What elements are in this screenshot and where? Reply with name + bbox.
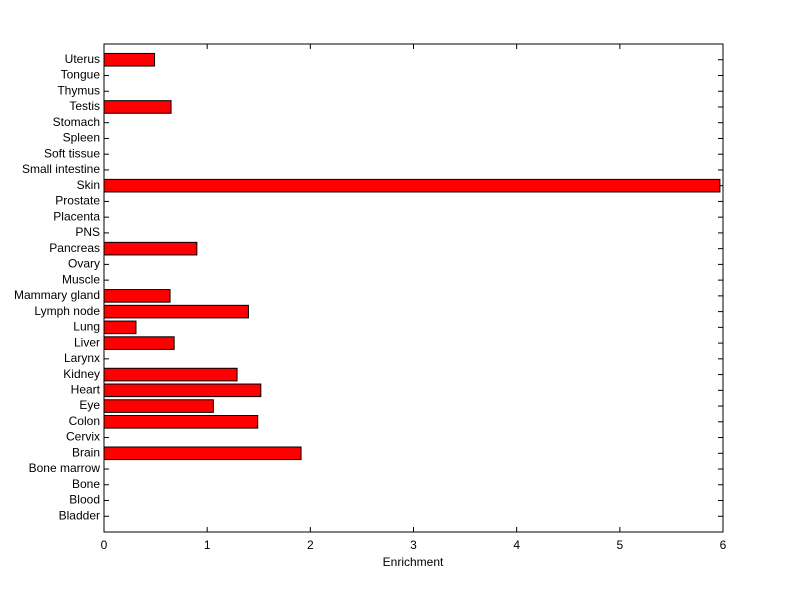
bar [103, 415, 259, 429]
y-tick-label: Thymus [57, 83, 100, 97]
y-tick-label: Pancreas [49, 241, 100, 255]
x-axis-label: Enrichment [383, 555, 444, 569]
y-tick-label: Heart [71, 382, 101, 396]
y-tick-label: Brain [72, 445, 100, 459]
x-tick-label: 4 [513, 538, 520, 552]
y-tick-label: Ovary [68, 257, 100, 271]
bar [103, 367, 238, 382]
x-tick-label: 3 [410, 538, 417, 552]
y-tick-label: Spleen [63, 131, 100, 145]
bar [103, 52, 156, 67]
bar [103, 100, 172, 114]
y-tick-label: Bone marrow [29, 461, 101, 475]
y-tick-label: Placenta [53, 209, 100, 223]
bar [103, 399, 214, 413]
bar [103, 446, 302, 461]
y-tick-label: Soft tissue [44, 146, 100, 160]
y-tick-label: Muscle [62, 272, 100, 286]
y-tick-label: Lung [73, 320, 100, 334]
bar [103, 304, 249, 319]
bar [103, 241, 198, 256]
x-tick-label: 5 [616, 538, 623, 552]
bar [103, 383, 262, 398]
x-tick-label: 2 [307, 538, 314, 552]
y-tick-label: PNS [75, 225, 100, 239]
x-tick-label: 0 [101, 538, 108, 552]
bar [103, 336, 175, 350]
y-tick-label: Testis [69, 99, 100, 113]
y-tick-label: Eye [79, 398, 100, 412]
y-tick-label: Bone [72, 477, 100, 491]
x-tick-label: 6 [720, 538, 727, 552]
y-tick-label: Lymph node [34, 304, 100, 318]
bar [103, 178, 721, 193]
y-tick-label: Liver [74, 335, 100, 349]
bar [103, 289, 171, 303]
bar [103, 320, 137, 335]
y-tick-label: Colon [69, 414, 100, 428]
y-tick-label: Stomach [53, 115, 100, 129]
y-tick-label: Bladder [59, 508, 100, 522]
y-tick-label: Prostate [55, 194, 100, 208]
y-tick-label: Larynx [64, 351, 100, 365]
y-tick-label: Skin [77, 178, 100, 192]
y-tick-label: Cervix [66, 430, 100, 444]
x-tick-label: 1 [204, 538, 211, 552]
y-tick-label: Kidney [63, 367, 100, 381]
y-tick-label: Uterus [65, 52, 100, 66]
y-tick-label: Small intestine [22, 162, 100, 176]
y-tick-label: Blood [69, 493, 100, 507]
y-tick-label: Tongue [61, 68, 101, 82]
y-tick-label: Mammary gland [14, 288, 100, 302]
